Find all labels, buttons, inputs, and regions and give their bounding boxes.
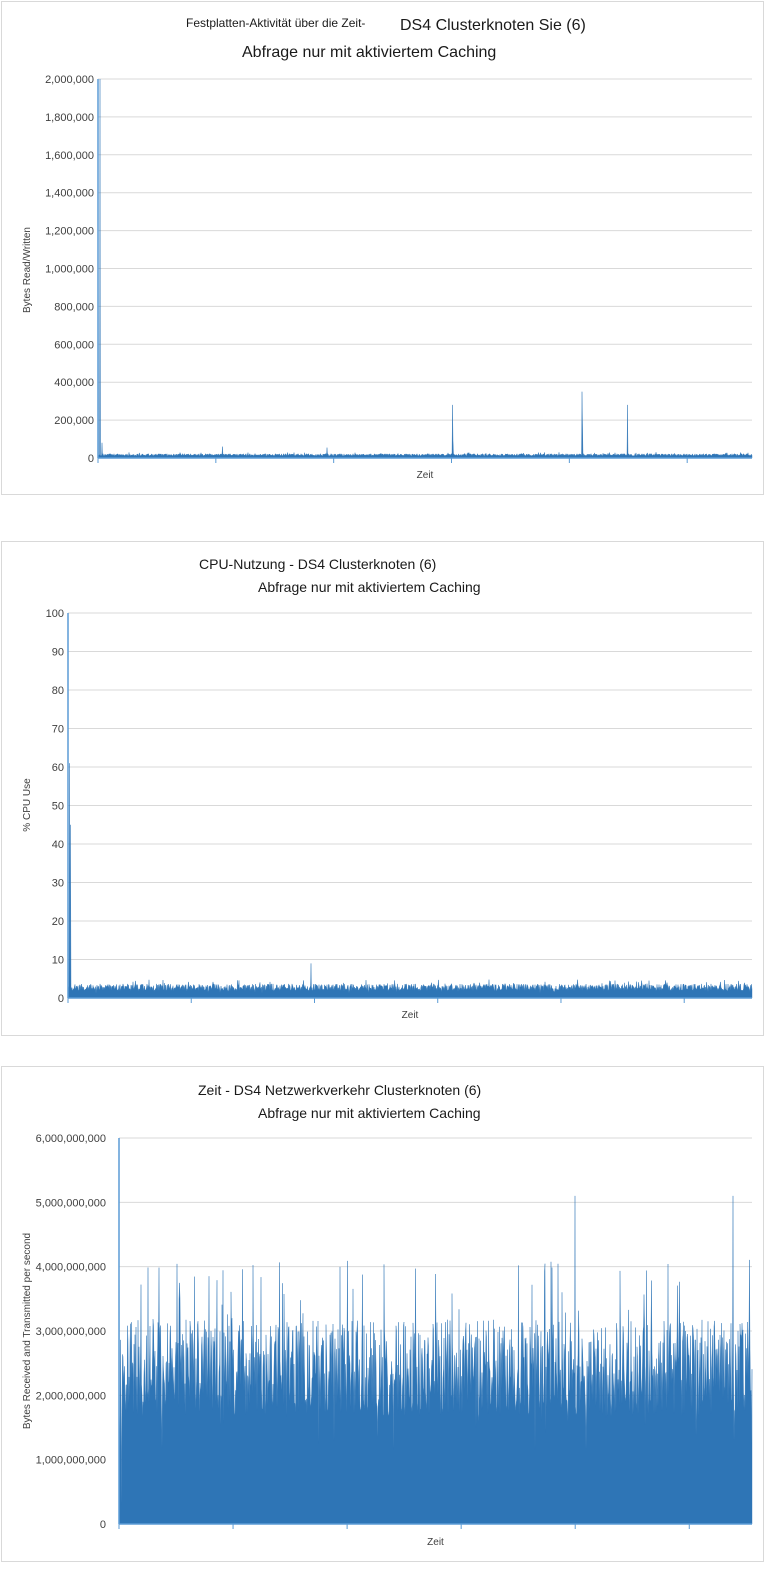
cpu-chart-svg: 0 10 20 30 40 50 60 70 80 90 100 Zeit % CPU Use bbox=[22, 608, 753, 1021]
y-tick-label: 600,000 bbox=[54, 339, 94, 351]
y-tick-label: 4,000,000,000 bbox=[36, 1262, 106, 1274]
y-tick-label: 40 bbox=[52, 839, 64, 851]
y-tick-label: 20 bbox=[52, 916, 64, 928]
y-tick-label: 1,000,000 bbox=[45, 264, 94, 276]
y-tick-label: 1,600,000 bbox=[45, 150, 94, 162]
series-area bbox=[118, 1137, 753, 1525]
y-tick-label: 0 bbox=[58, 993, 64, 1005]
y-tick-label: 1,400,000 bbox=[45, 188, 94, 200]
y-tick-label: 30 bbox=[52, 878, 64, 890]
y-tick-label: 2,000,000 bbox=[45, 74, 94, 86]
x-axis-label: Zeit bbox=[402, 1010, 419, 1021]
y-tick-label: 1,200,000 bbox=[45, 226, 94, 238]
y-tick-label: 1,800,000 bbox=[45, 112, 94, 124]
y-tick-label: 200,000 bbox=[54, 415, 94, 427]
y-tick-label: 100 bbox=[46, 608, 64, 620]
x-axis-label: Zeit bbox=[427, 1537, 444, 1548]
y-tick-label: 6,000,000,000 bbox=[36, 1133, 106, 1145]
series-area bbox=[67, 763, 753, 999]
disk-chart-panel: Festplatten-Aktivität über die Zeit- DS4… bbox=[1, 1, 764, 495]
y-axis-label: Bytes Received and Transmitted per secon… bbox=[22, 1233, 33, 1429]
disk-chart-title-part-1: Festplatten-Aktivität über die Zeit- bbox=[186, 16, 366, 30]
network-chart-svg: 0 1,000,000,000 2,000,000,000 3,000,000,000… bbox=[22, 1133, 753, 1548]
y-tick-label: 90 bbox=[52, 647, 64, 659]
cpu-chart-title: CPU-Nutzung - DS4 Clusterknoten (6) bbox=[199, 556, 437, 572]
y-tick-label: 60 bbox=[52, 762, 64, 774]
y-tick-label: 400,000 bbox=[54, 377, 94, 389]
disk-chart-svg: 0 200,000 400,000 600,000 800,000 1,000,000 1,… bbox=[22, 74, 753, 481]
y-axis-label: % CPU Use bbox=[22, 778, 33, 832]
y-tick-label: 0 bbox=[100, 1519, 106, 1531]
y-axis-label: Bytes Read/Written bbox=[22, 227, 33, 313]
y-tick-label: 0 bbox=[88, 453, 94, 465]
series-area bbox=[97, 78, 753, 459]
disk-chart-subtitle: Abfrage nur mit aktiviertem Caching bbox=[242, 44, 497, 61]
y-tick-label: 5,000,000,000 bbox=[36, 1197, 106, 1209]
y-tick-label: 3,000,000,000 bbox=[36, 1326, 106, 1338]
y-tick-label: 10 bbox=[52, 955, 64, 967]
y-tick-label: 1,000,000,000 bbox=[36, 1455, 106, 1467]
cpu-chart-subtitle: Abfrage nur mit aktiviertem Caching bbox=[258, 579, 481, 595]
y-tick-label: 50 bbox=[52, 801, 64, 813]
y-tick-label: 2,000,000,000 bbox=[36, 1390, 106, 1402]
y-tick-label: 80 bbox=[52, 685, 64, 697]
y-tick-label: 70 bbox=[52, 724, 64, 736]
network-chart-panel: Zeit - DS4 Netzwerkverkehr Clusterknoten… bbox=[1, 1066, 764, 1562]
x-axis-label: Zeit bbox=[417, 470, 434, 481]
cpu-chart-panel: CPU-Nutzung - DS4 Clusterknoten (6) Abfr… bbox=[1, 541, 764, 1036]
network-chart-subtitle: Abfrage nur mit aktiviertem Caching bbox=[258, 1105, 481, 1121]
y-tick-label: 800,000 bbox=[54, 301, 94, 313]
network-chart-title: Zeit - DS4 Netzwerkverkehr Clusterknoten… bbox=[198, 1082, 482, 1098]
disk-chart-title-part-2: DS4 Clusterknoten Sie (6) bbox=[400, 17, 586, 34]
